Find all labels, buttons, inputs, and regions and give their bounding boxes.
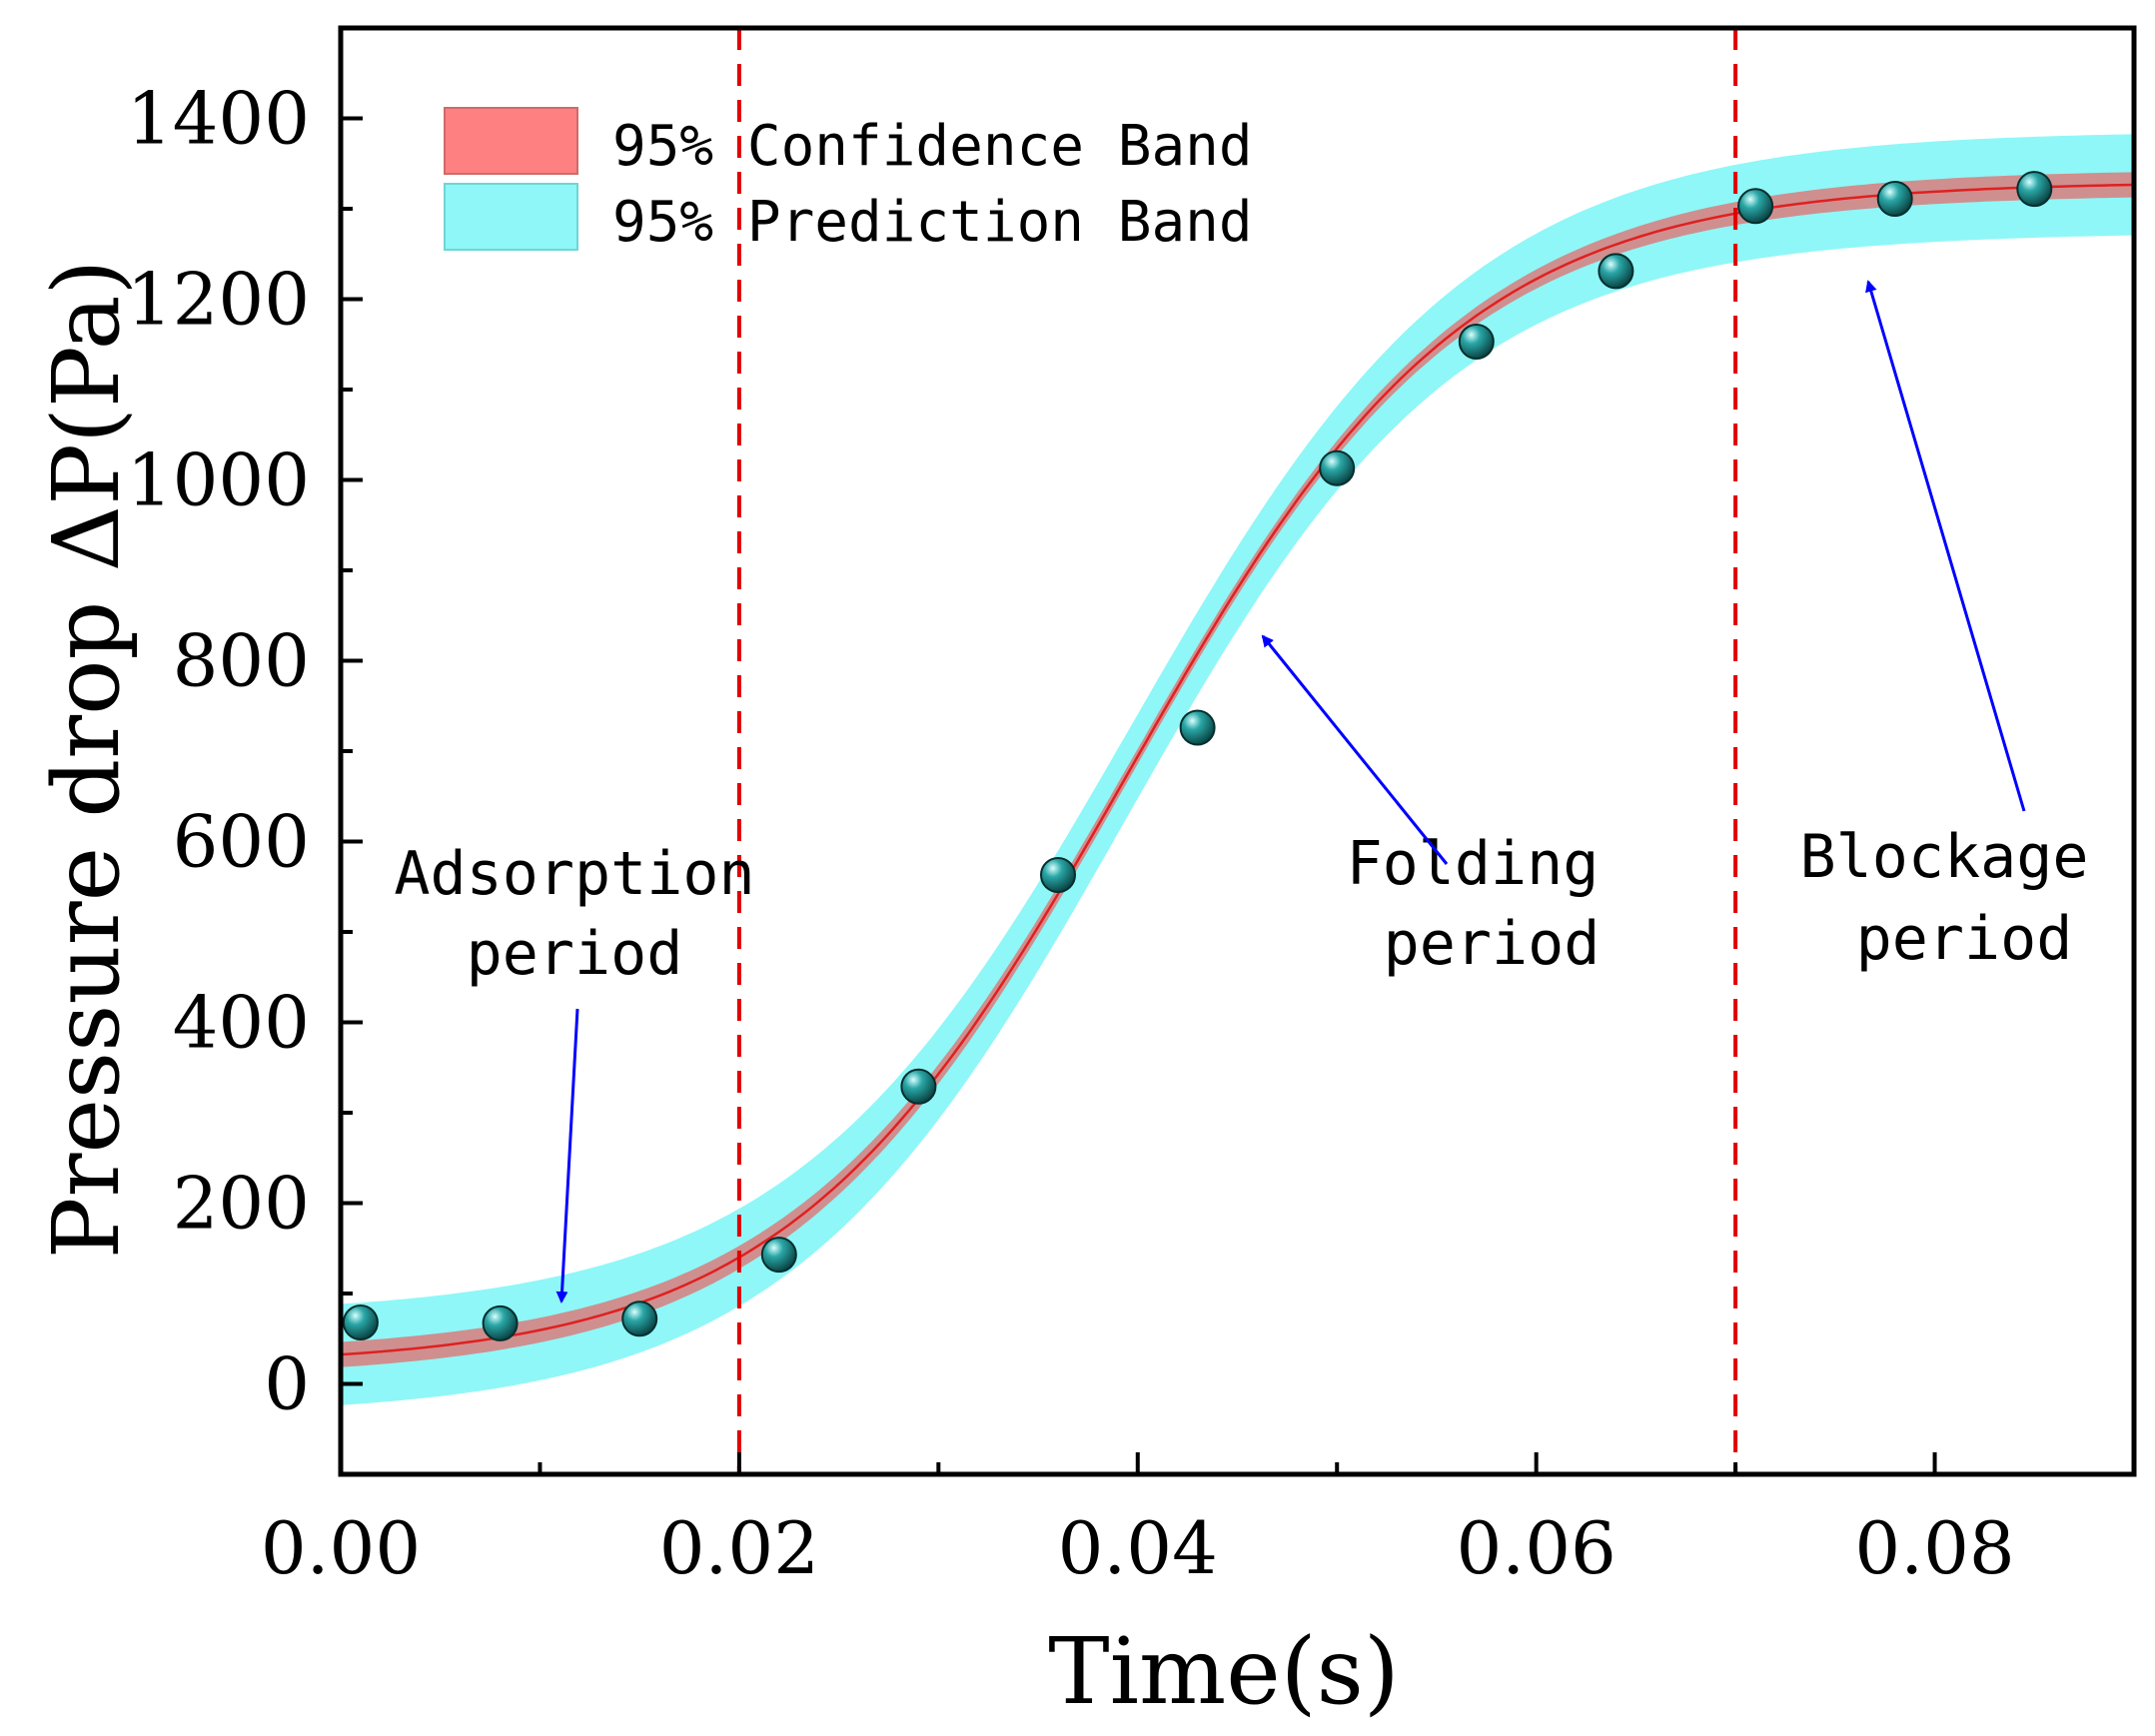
legend-swatch-confidence	[444, 107, 578, 175]
annotation-adsorption-line2: period	[467, 919, 683, 989]
x-tick-label: 0.02	[659, 1506, 819, 1590]
legend-label-confidence: 95% Confidence Band	[612, 114, 1253, 179]
x-tick-label: 0.04	[1058, 1506, 1218, 1590]
data-point	[760, 1237, 797, 1274]
annotation-blockage-line2: period	[1856, 904, 2073, 974]
plot-area	[341, 28, 2134, 1474]
y-tick-label: 1000	[127, 438, 310, 522]
data-point	[1179, 709, 1216, 746]
annotation-blockage-line1: Blockage	[1800, 822, 2089, 892]
x-tick-label: 0.00	[261, 1506, 421, 1590]
confidence-band	[341, 172, 2134, 1367]
data-point	[1737, 188, 1774, 225]
arrow-adsorption	[555, 1008, 579, 1303]
y-tick-label: 200	[173, 1162, 310, 1246]
annotation-folding-line2: period	[1384, 909, 1601, 979]
x-axis-title: Time(s)	[1048, 1618, 1399, 1725]
legend-swatch-prediction	[444, 183, 578, 251]
y-tick-label: 1200	[127, 258, 310, 342]
x-tick-label: 0.08	[1854, 1506, 2014, 1590]
data-point	[1598, 253, 1634, 290]
arrow-folding	[1261, 634, 1449, 865]
legend: 95% Confidence Band 95% Prediction Band	[444, 107, 1253, 255]
y-tick-label: 400	[173, 981, 310, 1065]
data-point	[2016, 171, 2053, 208]
legend-label-prediction: 95% Prediction Band	[612, 190, 1253, 255]
x-tick-label: 0.06	[1457, 1506, 1616, 1590]
y-axis-title: Pressure drop ΔP(Pa)	[33, 260, 140, 1260]
data-points	[342, 171, 2053, 1341]
data-point	[1040, 857, 1076, 893]
arrow-blockage	[1865, 280, 2026, 812]
data-point	[1458, 324, 1495, 360]
y-tick-label: 800	[173, 619, 310, 703]
fit-line	[341, 183, 2134, 1356]
annotations: Adsorption period Folding period Blockag…	[394, 280, 2089, 1303]
y-tick-label: 0	[264, 1342, 310, 1426]
x-axis-ticks: 0.00 0.02 0.04 0.06 0.08	[261, 1452, 2136, 1590]
data-point	[482, 1304, 519, 1341]
prediction-band	[341, 134, 2134, 1405]
y-tick-label: 1400	[127, 77, 310, 161]
data-point	[1319, 449, 1356, 486]
data-point	[900, 1068, 937, 1105]
data-point	[342, 1304, 379, 1340]
y-axis-ticks: 0 200 400 600 800 1000 1200 1400	[127, 26, 363, 1476]
y-tick-label: 600	[173, 800, 310, 884]
annotation-folding-line1: Folding	[1347, 829, 1600, 899]
data-point	[1876, 181, 1913, 217]
data-point	[621, 1301, 658, 1337]
annotation-adsorption-line1: Adsorption	[394, 839, 754, 909]
